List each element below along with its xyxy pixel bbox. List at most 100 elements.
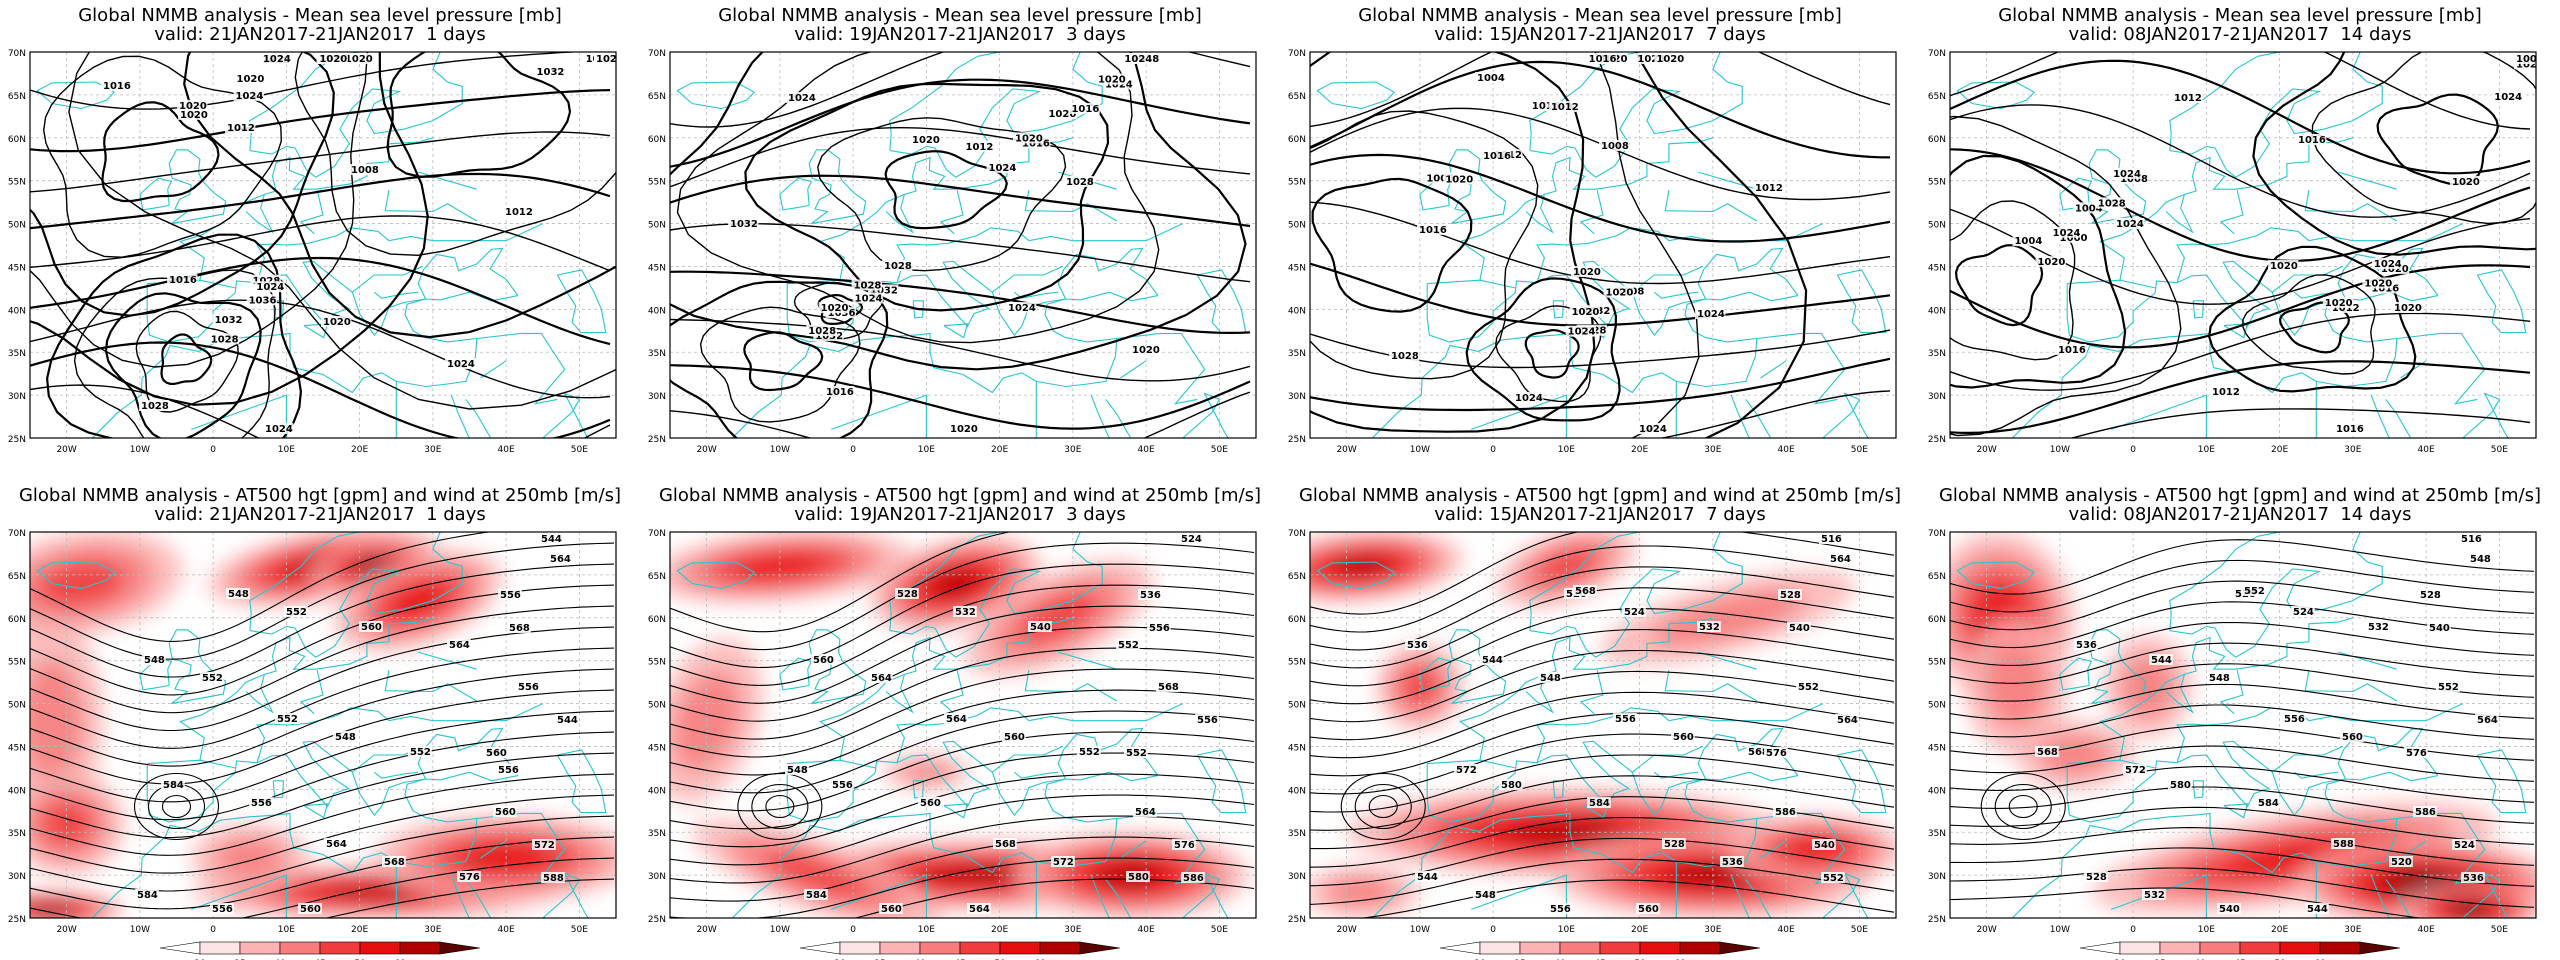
contour-label: 520 [2391, 857, 2412, 868]
isobar [30, 89, 611, 153]
coastline [299, 189, 324, 235]
coastline [418, 171, 477, 190]
map-frame [669, 51, 1257, 439]
coastline [1760, 840, 1787, 859]
contour-label: 1032 [870, 285, 898, 296]
latitude-label: 55N [648, 658, 666, 668]
panel-title: Global NMMB analysis - AT500 hgt [gpm] a… [1298, 485, 1902, 506]
contour-label: 580 [1501, 780, 1522, 791]
coastline [2205, 381, 2317, 438]
wind-speed-shading [324, 885, 425, 900]
contour-label: 580 [2170, 780, 2191, 791]
coastline [939, 669, 964, 715]
longitude-label: 20E [991, 925, 1008, 935]
contour-label: 1020 [236, 74, 264, 85]
isobar [670, 174, 1251, 228]
contour-label: 548 [335, 732, 356, 743]
coastline [2059, 177, 2093, 211]
contour-label: 524 [1181, 534, 1202, 545]
coastline [2219, 669, 2244, 715]
contour-label: 1020 [1572, 307, 1600, 318]
longitude-label: 50E [2491, 925, 2508, 935]
contour-label: 552 [410, 747, 431, 758]
isobar [1310, 52, 1891, 128]
coastline [1427, 137, 1714, 285]
coastline [303, 323, 329, 339]
coastline [1090, 874, 1110, 918]
longitude-label: 20W [56, 445, 76, 455]
coastline [139, 177, 173, 211]
coastline [2223, 803, 2249, 819]
longitude-label: 10W [1410, 445, 1430, 455]
latitude-label: 45N [1288, 743, 1306, 753]
coastline [1120, 840, 1147, 859]
contour-label: 564 [969, 904, 990, 915]
coastline [939, 189, 964, 235]
coastline [465, 392, 616, 438]
contour-label: 556 [498, 765, 519, 776]
longitude-label: 50E [571, 925, 588, 935]
latitude-label: 25N [8, 915, 26, 925]
contour-label: 560 [920, 798, 941, 809]
contour-label: 540 [1789, 623, 1810, 634]
latitude-label: 55N [1288, 178, 1306, 188]
latitude-label: 40N [8, 306, 26, 316]
longitude-label: 40E [2418, 445, 2435, 455]
mslp-map-panel: Global NMMB analysis - Mean sea level pr… [1920, 0, 2560, 480]
contour-label: 1028 [2098, 198, 2126, 209]
coastline [1525, 194, 1554, 234]
contour-label: 1024 [2494, 92, 2522, 103]
coastline [1479, 759, 1516, 769]
latitude-label: 45N [648, 263, 666, 273]
longitude-label: 50E [2491, 445, 2508, 455]
contour-label: 536 [2076, 640, 2097, 651]
latitude-label: 50N [8, 221, 26, 231]
latitude-label: 30N [8, 872, 26, 882]
isobar [30, 341, 611, 438]
height-contour [1950, 683, 2535, 720]
coastline [925, 861, 1037, 918]
latitude-label: 65N [1928, 572, 1946, 582]
map-canvas: 1020 1024 1012 1016 1020 1028 1032 1036 1028 1024… [8, 49, 617, 455]
isobar [1950, 59, 2531, 175]
isobar [670, 270, 1251, 335]
isobar [30, 172, 611, 230]
latitude-label: 50N [1288, 221, 1306, 231]
map-background [30, 52, 616, 438]
wind-colorbar: 303540455060 [159, 941, 481, 960]
coastline [1668, 703, 1824, 722]
contour-label: 1024 [235, 91, 263, 102]
contour-label: 552 [1126, 748, 1147, 759]
contour-label: 1020 [2452, 177, 2480, 188]
longitude-label: 10E [918, 925, 935, 935]
coastline [831, 874, 927, 910]
contour-label: 1016 [1071, 104, 1099, 115]
contour-label: 1024 [1637, 54, 1665, 65]
coastline [373, 771, 419, 779]
latitude-label: 35N [1288, 829, 1306, 839]
contour-label: 556 [1197, 715, 1218, 726]
contour-label: 576 [459, 872, 480, 883]
contour-label: 1024 [788, 93, 816, 104]
isobar [30, 52, 582, 110]
coastline [2324, 291, 2438, 385]
contour-label: 1020 [2364, 278, 2392, 289]
latitude-label: 65N [1288, 92, 1306, 102]
coastline [404, 771, 518, 865]
map-canvas: 544 548 552 556 560 564 568 548 552 556 552 548 544 5… [8, 529, 617, 960]
height-contour [751, 783, 809, 830]
contour-label: 1016 [1532, 101, 1560, 112]
isobar [135, 310, 239, 413]
contour-label: 1028 [808, 326, 836, 337]
latitude-label: 40N [1288, 306, 1306, 316]
contour-label: 1016 [1589, 54, 1617, 65]
coastline [1730, 874, 1750, 918]
coastline [1653, 291, 1699, 299]
contour-label: 1024 [256, 282, 284, 293]
wind-colorbar: 303540455060 [1439, 941, 1761, 960]
height-contour [30, 563, 615, 678]
contour-label: 1020 [1098, 75, 1126, 86]
map-background [1310, 52, 1896, 438]
contour-label: 528 [1664, 839, 1685, 850]
contour-label: 572 [2125, 765, 2146, 776]
